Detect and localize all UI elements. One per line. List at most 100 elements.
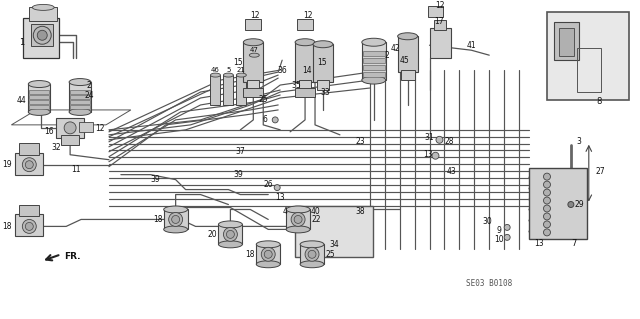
Circle shape: [294, 215, 302, 223]
Text: 12: 12: [95, 124, 105, 133]
Ellipse shape: [362, 76, 386, 84]
Text: 25: 25: [259, 95, 268, 105]
Ellipse shape: [218, 241, 243, 248]
Text: 16: 16: [44, 127, 54, 136]
Circle shape: [169, 212, 182, 226]
Bar: [397, 36, 417, 72]
Ellipse shape: [32, 4, 54, 11]
Text: SE03 B0108: SE03 B0108: [466, 279, 513, 288]
Bar: [29, 95, 49, 99]
Text: 19: 19: [3, 160, 12, 169]
Ellipse shape: [223, 73, 234, 77]
Bar: [61, 135, 79, 145]
Text: 43: 43: [447, 167, 456, 176]
Circle shape: [432, 152, 439, 159]
Bar: [29, 90, 49, 94]
Text: 46: 46: [211, 67, 220, 73]
Circle shape: [543, 229, 550, 236]
Circle shape: [543, 221, 550, 228]
Text: 39: 39: [234, 170, 243, 179]
Text: 6: 6: [263, 115, 268, 124]
Bar: [164, 210, 188, 229]
Circle shape: [261, 247, 275, 261]
Bar: [28, 84, 50, 112]
Bar: [243, 88, 263, 97]
Bar: [247, 80, 259, 90]
Bar: [56, 118, 84, 138]
Ellipse shape: [28, 81, 50, 87]
Ellipse shape: [362, 38, 386, 46]
Bar: [295, 88, 315, 97]
Text: 13: 13: [422, 150, 433, 159]
Bar: [29, 7, 57, 21]
Text: 13: 13: [534, 239, 544, 248]
Text: 47: 47: [250, 47, 259, 53]
Bar: [29, 100, 49, 104]
Ellipse shape: [69, 78, 91, 85]
Text: 1: 1: [19, 38, 24, 47]
Ellipse shape: [164, 226, 188, 233]
Bar: [554, 22, 579, 60]
Text: 37: 37: [236, 147, 245, 156]
Circle shape: [22, 219, 36, 234]
Bar: [429, 28, 451, 58]
Bar: [363, 65, 385, 70]
Text: 29: 29: [574, 200, 584, 209]
Bar: [15, 214, 44, 236]
Bar: [79, 122, 93, 132]
Bar: [435, 20, 447, 30]
Bar: [23, 19, 59, 58]
Circle shape: [568, 202, 574, 207]
Text: 38: 38: [355, 207, 365, 216]
Bar: [313, 44, 333, 82]
Text: 39: 39: [151, 175, 161, 184]
Ellipse shape: [243, 39, 263, 46]
Bar: [19, 204, 39, 217]
Bar: [529, 168, 587, 239]
Bar: [29, 105, 49, 109]
Bar: [300, 244, 324, 264]
Text: 31: 31: [425, 133, 435, 142]
Circle shape: [274, 185, 280, 190]
Text: 13: 13: [275, 193, 285, 202]
Text: 27: 27: [596, 167, 605, 176]
Ellipse shape: [211, 73, 220, 77]
Bar: [295, 205, 372, 257]
Ellipse shape: [286, 206, 310, 213]
Circle shape: [26, 161, 33, 169]
Bar: [19, 143, 39, 155]
Ellipse shape: [300, 241, 324, 248]
Circle shape: [543, 205, 550, 212]
Text: 12: 12: [303, 11, 313, 20]
Circle shape: [305, 247, 319, 261]
Text: 18: 18: [246, 250, 255, 259]
Text: 3: 3: [577, 137, 581, 146]
Bar: [559, 28, 574, 56]
Circle shape: [291, 212, 305, 226]
Bar: [286, 210, 310, 229]
Bar: [363, 58, 385, 63]
Text: 2: 2: [86, 80, 92, 90]
Bar: [236, 75, 246, 105]
Ellipse shape: [300, 261, 324, 268]
Text: 24: 24: [84, 92, 94, 100]
Text: 15: 15: [234, 58, 243, 67]
Ellipse shape: [28, 108, 50, 115]
Text: 12: 12: [250, 11, 260, 20]
Circle shape: [543, 173, 550, 180]
Text: 12: 12: [435, 1, 444, 10]
Circle shape: [26, 222, 33, 230]
Bar: [428, 6, 444, 17]
Bar: [363, 72, 385, 77]
Text: 20: 20: [207, 230, 218, 239]
Text: 44: 44: [17, 96, 26, 106]
Text: 45: 45: [400, 56, 410, 65]
Text: 18: 18: [153, 215, 163, 224]
Ellipse shape: [256, 241, 280, 248]
Ellipse shape: [164, 206, 188, 213]
Text: 14: 14: [302, 66, 312, 75]
Bar: [218, 225, 243, 244]
Text: 25: 25: [325, 250, 335, 259]
Text: 35: 35: [291, 80, 301, 90]
Ellipse shape: [69, 108, 91, 115]
